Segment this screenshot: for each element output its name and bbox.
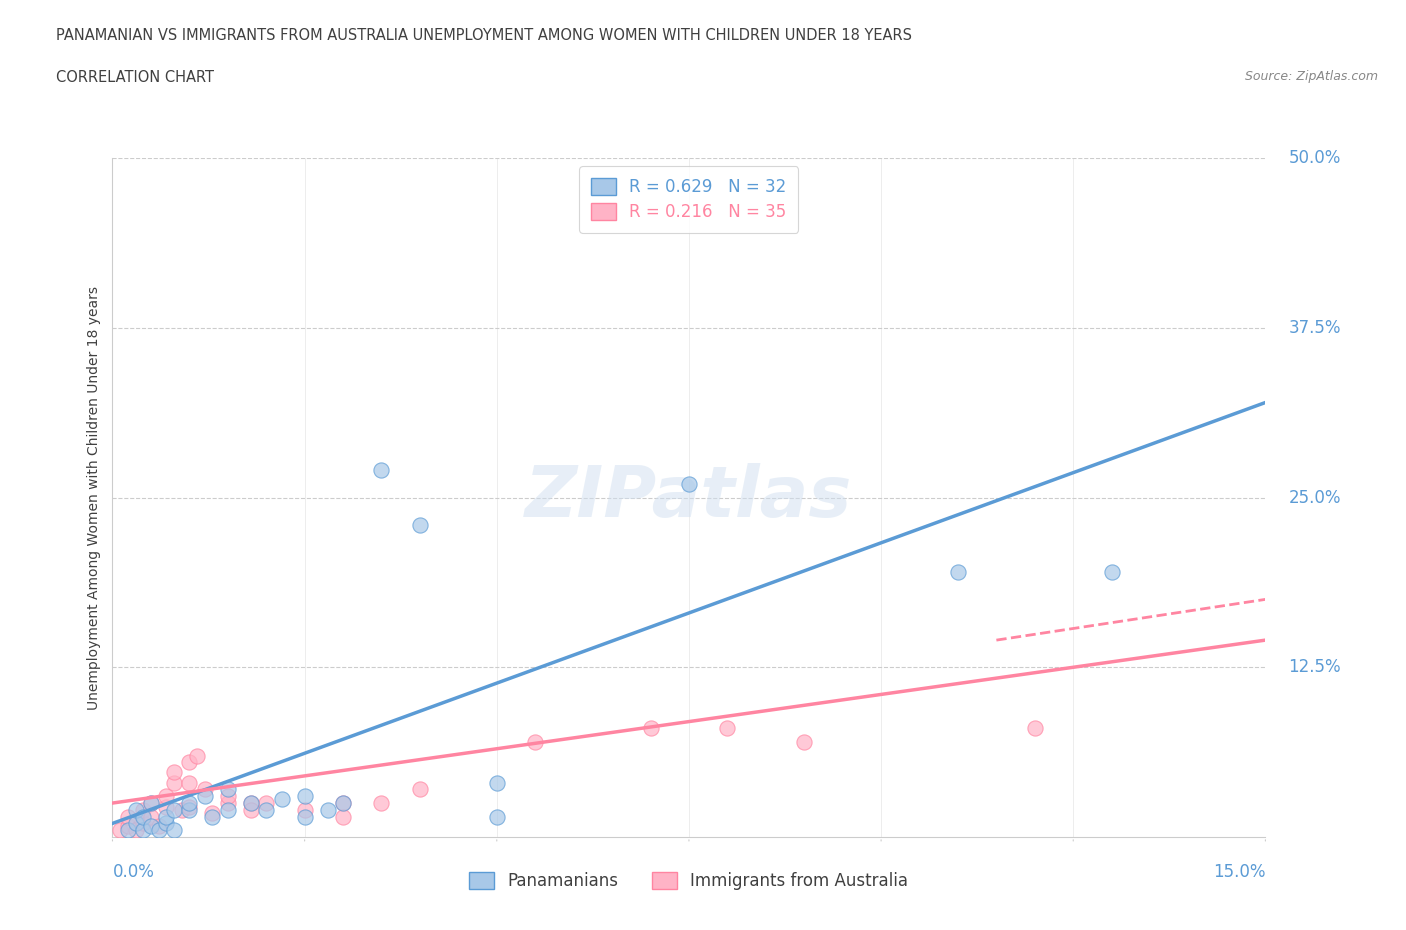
Point <box>485 809 508 824</box>
Y-axis label: Unemployment Among Women with Children Under 18 years: Unemployment Among Women with Children U… <box>87 286 101 710</box>
Point <box>239 796 262 811</box>
Point <box>163 764 186 779</box>
Point <box>132 816 155 830</box>
Point <box>124 823 146 838</box>
Point <box>254 803 277 817</box>
Point <box>186 748 208 763</box>
Point <box>132 809 155 824</box>
Text: 15.0%: 15.0% <box>1213 863 1265 881</box>
Point <box>332 809 354 824</box>
Point <box>155 800 177 815</box>
Point <box>163 803 186 817</box>
Point <box>1024 721 1046 736</box>
Point <box>485 776 508 790</box>
Point <box>409 517 432 532</box>
Point <box>163 823 186 838</box>
Point <box>117 823 139 838</box>
Text: PANAMANIAN VS IMMIGRANTS FROM AUSTRALIA UNEMPLOYMENT AMONG WOMEN WITH CHILDREN U: PANAMANIAN VS IMMIGRANTS FROM AUSTRALIA … <box>56 28 912 43</box>
Point <box>139 818 162 833</box>
Point <box>1101 565 1123 579</box>
Text: 0.0%: 0.0% <box>112 863 155 881</box>
Legend: Panamanians, Immigrants from Australia: Panamanians, Immigrants from Australia <box>463 865 915 897</box>
Point <box>179 803 201 817</box>
Point <box>179 800 201 815</box>
Point <box>332 796 354 811</box>
Point <box>270 791 292 806</box>
Point <box>155 809 177 824</box>
Text: 50.0%: 50.0% <box>1288 149 1341 167</box>
Text: 25.0%: 25.0% <box>1288 488 1341 507</box>
Point <box>117 818 139 833</box>
Point <box>294 809 316 824</box>
Point <box>370 463 392 478</box>
Point <box>132 803 155 817</box>
Point <box>332 796 354 811</box>
Point <box>217 789 239 804</box>
Point <box>716 721 738 736</box>
Point <box>217 796 239 811</box>
Point <box>179 796 201 811</box>
Point <box>201 809 224 824</box>
Point <box>793 735 815 750</box>
Point <box>217 782 239 797</box>
Point <box>179 755 201 770</box>
Text: Source: ZipAtlas.com: Source: ZipAtlas.com <box>1244 70 1378 83</box>
Point <box>678 476 700 491</box>
Text: 37.5%: 37.5% <box>1288 319 1341 337</box>
Point <box>108 823 131 838</box>
Point <box>179 776 201 790</box>
Point <box>294 789 316 804</box>
Point <box>370 796 392 811</box>
Point <box>148 823 170 838</box>
Point <box>254 796 277 811</box>
Point <box>117 809 139 824</box>
Point <box>294 803 316 817</box>
Point <box>155 816 177 830</box>
Point <box>132 823 155 838</box>
Point <box>139 796 162 811</box>
Point <box>124 803 146 817</box>
Point <box>316 803 339 817</box>
Point <box>524 735 547 750</box>
Point <box>640 721 662 736</box>
Point <box>148 818 170 833</box>
Point <box>170 803 193 817</box>
Point <box>194 789 217 804</box>
Point <box>124 816 146 830</box>
Point <box>139 809 162 824</box>
Text: CORRELATION CHART: CORRELATION CHART <box>56 70 214 85</box>
Point <box>217 803 239 817</box>
Text: ZIPatlas: ZIPatlas <box>526 463 852 532</box>
Point <box>155 789 177 804</box>
Point <box>139 796 162 811</box>
Point <box>946 565 969 579</box>
Point <box>239 796 262 811</box>
Point <box>194 782 217 797</box>
Point <box>409 782 432 797</box>
Point <box>163 776 186 790</box>
Text: 12.5%: 12.5% <box>1288 658 1341 676</box>
Point <box>201 805 224 820</box>
Point <box>239 803 262 817</box>
